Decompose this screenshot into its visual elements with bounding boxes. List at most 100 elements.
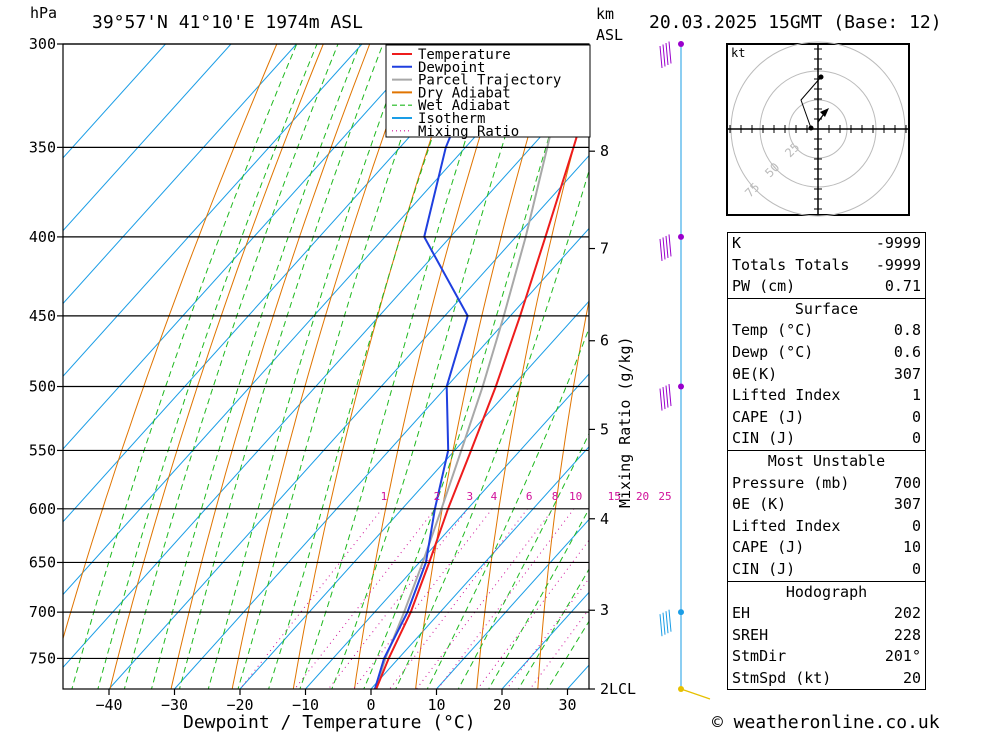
basic-indices-section: K -9999 Totals Totals -9999 PW (cm) 0.71 [727,232,926,299]
surface-theta-value: 307 [893,364,921,383]
totals-totals-label: Totals Totals [732,255,850,274]
wind-barb-stroke [659,238,663,261]
hodograph-stats-title: Hodograph [785,582,868,601]
surface-cape-row: CAPE (J) 0 [728,407,925,429]
location-title: 39°57'N 41°10'E 1974m ASL [92,12,363,33]
wind-barb-stroke [665,42,669,66]
isotherm-line [174,227,589,689]
wind-barb-stroke [665,611,669,634]
stmdir-label: StmDir [732,647,787,666]
wind-barb-stroke [668,41,672,64]
wind-barb-stroke [659,45,663,69]
mixing-ratio-label: 10 [569,490,582,503]
wet-adiabat-line [363,44,578,689]
wet-adiabat-line [71,44,298,689]
stmspd-value: 20 [902,668,921,687]
dry-adiabat-line [63,44,278,641]
pressure-tick-label: 400 [29,228,56,246]
mu-pressure-row: Pressure (mb) 700 [728,473,925,495]
eh-value: 202 [893,604,921,623]
plot-frame [62,43,590,690]
wind-level-marker [678,383,684,390]
pw-label: PW (cm) [732,277,796,296]
legend-label: Dry Adiabat [418,85,511,101]
surface-cin-row: CIN (J) 0 [728,428,925,450]
mu-li-label: Lifted Index [732,516,841,535]
wet-adiabat-line [331,44,535,689]
mixing-ratio-label: 1 [381,490,388,503]
most-unstable-section: Most Unstable Pressure (mb) 700 θE (K) 307… [727,449,926,582]
surface-dewp-value: 0.6 [893,342,921,361]
isotherm-line [63,44,232,232]
legend-label: Temperature [418,47,511,63]
wind-barb-stroke [659,388,663,411]
temperature-tick-label: 30 [558,696,576,714]
wet-adiabat-line [395,169,589,689]
mixing-ratio-label: 2 [434,490,441,503]
mu-theta-value: 307 [893,495,921,514]
pressure-tick-label: 550 [29,441,56,459]
temperature-tick-label: 0 [366,696,375,714]
mu-cin-label: CIN (J) [732,559,796,578]
temperature-tick-label: −10 [292,696,319,714]
dry-adiabat-line [109,44,324,689]
mu-cape-row: CAPE (J) 10 [728,537,925,559]
sreh-value: 228 [893,625,921,644]
surface-li-label: Lifted Index [732,386,841,405]
mu-theta-label: θE (K) [732,495,787,514]
mu-cin-value: 0 [911,559,921,578]
surface-temp-value: 0.8 [893,321,921,340]
isotherm-line [108,154,589,689]
surface-cape-value: 0 [911,407,921,426]
temperature-tick-label: −30 [161,696,188,714]
wind-barb-stroke [662,612,666,635]
wind-profile [659,41,711,700]
legend-box [385,44,591,138]
wind-barb-stroke [668,609,672,632]
surface-li-value: 1 [911,386,921,405]
surface-dewp-row: Dewp (°C) 0.6 [728,342,925,364]
surface-title: Surface [794,299,859,318]
mu-li-value: 0 [911,516,921,535]
indices-panel: K -9999 Totals Totals -9999 PW (cm) 0.71 Su… [727,232,926,691]
copyright-text: © weatheronline.co.uk [712,712,940,733]
dry-adiabat-line [292,44,464,689]
wet-adiabat-line [426,327,589,689]
mixing-ratio-label: 8 [552,490,559,503]
isotherm-line [63,44,363,377]
surface-dewp-label: Dewp (°C) [732,342,814,361]
isotherm-line [63,44,297,305]
wet-adiabat-line [97,44,318,689]
x-axis-label: Dewpoint / Temperature (°C) [183,712,476,733]
mixing-ratio-label: 15 [608,490,621,503]
pressure-tick-label: 650 [29,553,56,571]
wind-barb-stroke [680,688,711,700]
wet-adiabat-line [150,44,361,689]
wind-barb-stroke [665,385,669,408]
datetime-title: 20.03.2025 15GMT (Base: 12) [649,12,942,33]
wind-barb-stroke [668,383,672,407]
mu-pressure-label: Pressure (mb) [732,473,850,492]
height-unit-km: km [596,5,614,23]
height-unit-asl: ASL [596,26,623,44]
isotherm-line [370,446,589,689]
surface-theta-label: θE(K) [732,364,778,383]
legend-label: Parcel Trajectory [418,73,561,89]
temperature-tick-label: −40 [95,696,122,714]
height-tick-label: 5 [600,420,609,438]
mu-cape-value: 10 [902,538,921,557]
isotherm-line [63,44,494,523]
mixing-ratio-line [239,508,383,689]
surface-theta-row: θE(K) 307 [728,364,925,386]
k-index-label: K [732,234,742,252]
mixing-ratio-line [529,608,589,689]
pressure-tick-label: 750 [29,649,56,667]
lcl-label: LCL [609,680,636,698]
wind-barb-stroke [662,237,666,260]
temperature-tick-label: −20 [226,696,253,714]
stmspd-row: StmSpd (kt) 20 [728,668,925,690]
hodograph-point-top [818,74,824,80]
hodograph-stats-section: Hodograph EH 202 SREH 228 StmDir 201° StmSp… [727,580,926,691]
